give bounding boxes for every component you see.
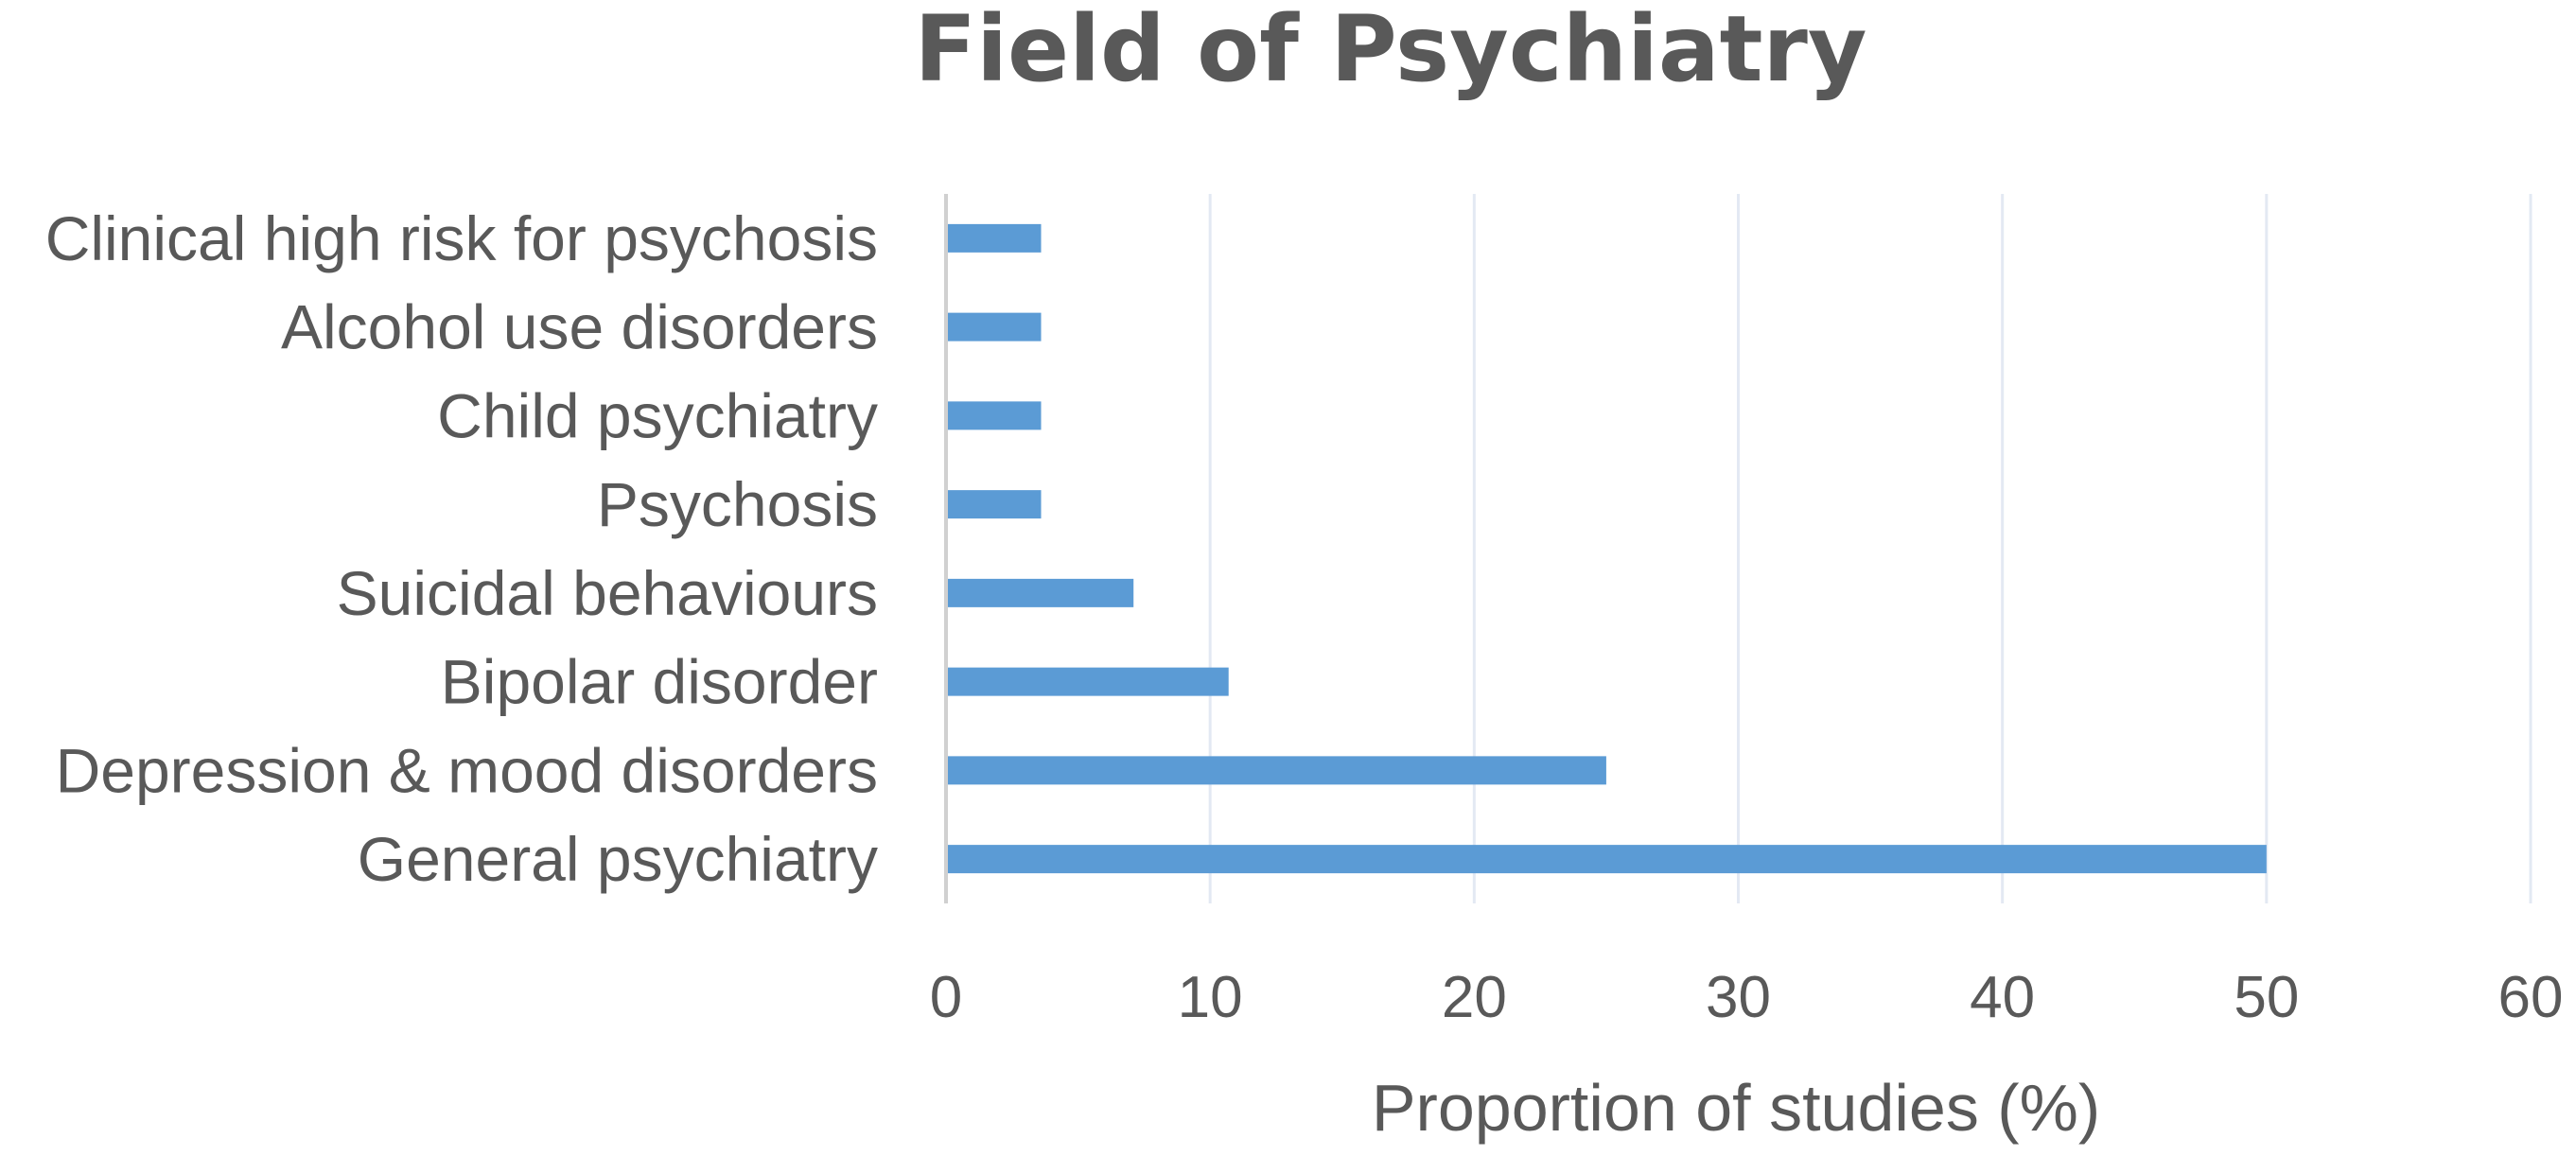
x-tick-labels: 0 10 20 30 40 50 60 xyxy=(930,965,2564,1030)
bar xyxy=(948,845,2267,874)
bars xyxy=(948,223,2267,874)
chart-title: Field of Psychiatry xyxy=(915,0,1867,102)
category-label: Clinical high risk for psychosis xyxy=(45,203,878,273)
x-tick-label: 10 xyxy=(1178,965,1243,1030)
x-tick-label: 50 xyxy=(2234,965,2299,1030)
bar xyxy=(948,756,1606,785)
bar xyxy=(948,578,1134,607)
bar xyxy=(948,312,1042,342)
bar xyxy=(948,490,1042,519)
category-labels: General psychiatry Depression & mood diso… xyxy=(45,203,878,894)
category-label: General psychiatry xyxy=(358,824,878,894)
category-label: Child psychiatry xyxy=(437,380,878,450)
bar xyxy=(948,401,1042,430)
gridlines xyxy=(944,194,2532,903)
category-label: Suicidal behaviours xyxy=(337,558,878,628)
bar xyxy=(948,667,1229,696)
category-label: Bipolar disorder xyxy=(441,647,878,717)
x-tick-label: 20 xyxy=(1442,965,1507,1030)
category-label: Alcohol use disorders xyxy=(281,292,878,362)
bar xyxy=(948,223,1042,253)
x-tick-label: 30 xyxy=(1706,965,1771,1030)
x-tick-label: 0 xyxy=(930,965,962,1030)
x-axis-title: Proportion of studies (%) xyxy=(1372,1071,2100,1145)
category-label: Depression & mood disorders xyxy=(56,735,878,805)
x-tick-label: 60 xyxy=(2498,965,2564,1030)
category-label: Psychosis xyxy=(597,469,878,539)
x-tick-label: 40 xyxy=(1970,965,2035,1030)
